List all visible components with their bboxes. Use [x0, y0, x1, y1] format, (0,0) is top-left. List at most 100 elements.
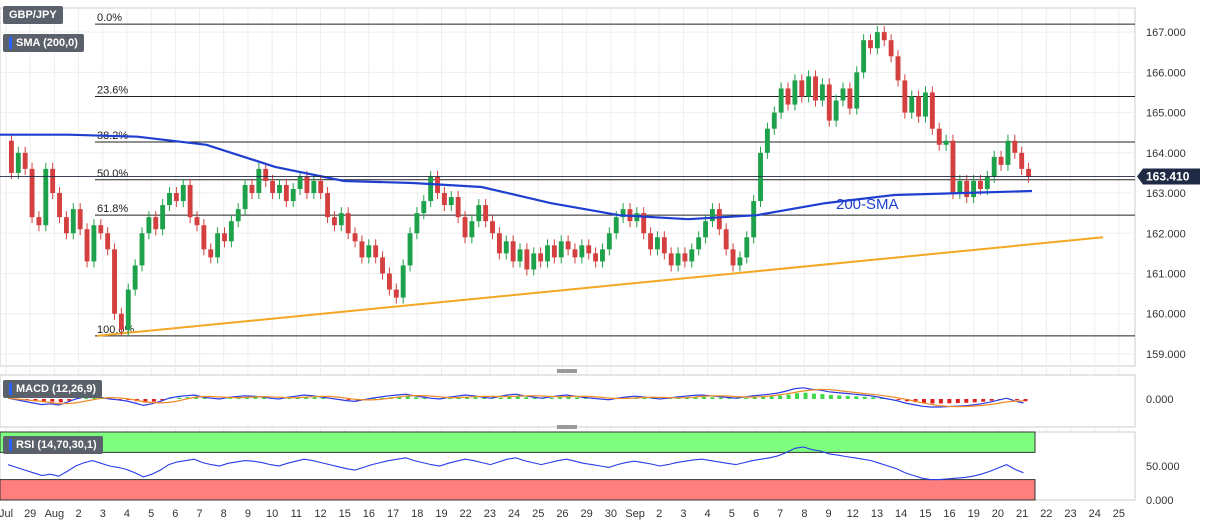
macd-histogram-bar: [778, 395, 783, 399]
macd-histogram-bar: [244, 397, 249, 399]
candle-body: [868, 40, 873, 49]
candle-body: [283, 184, 289, 202]
macd-histogram-bar: [938, 399, 943, 404]
macd-histogram-bar: [126, 399, 131, 401]
rsi-swatch: [9, 439, 12, 452]
macd-histogram-bar: [228, 398, 233, 399]
candle-body: [194, 217, 200, 226]
macd-histogram-bar: [727, 398, 732, 399]
candle-body: [579, 245, 585, 258]
candle-body: [496, 233, 502, 254]
time-tick-label: 6: [753, 508, 759, 520]
time-tick-label: 21: [1016, 508, 1028, 520]
candle-body: [153, 217, 159, 230]
macd-histogram-bar: [811, 393, 816, 399]
candle-body: [764, 128, 770, 153]
price-tick-label: 164.000: [1146, 148, 1186, 160]
last-price-tag: [1137, 168, 1200, 185]
candle-body: [187, 184, 193, 218]
time-tick-label: Sep: [625, 508, 645, 520]
candle-body: [1026, 168, 1031, 177]
time-tick-label: 17: [387, 508, 399, 520]
candle-body: [854, 72, 860, 109]
time-tick-label: 25: [532, 508, 544, 520]
candle-body: [606, 233, 612, 250]
candle-body: [709, 209, 715, 222]
candle-body: [874, 32, 880, 49]
time-tick-label: 4: [705, 508, 711, 520]
candle-body: [881, 32, 887, 41]
time-tick-label: 11: [291, 508, 302, 520]
candle-body: [545, 245, 550, 262]
candle-body: [675, 253, 681, 266]
candle-body: [1005, 140, 1011, 165]
time-tick-label: 2: [656, 508, 662, 520]
macd-histogram-bar: [862, 396, 867, 399]
candle-body: [1012, 140, 1018, 153]
sma-tag: SMA (200,0): [3, 34, 84, 52]
candle-body: [421, 201, 427, 214]
candle-body: [173, 193, 179, 202]
time-tick-label: 26: [556, 508, 568, 520]
candle-body: [311, 180, 317, 194]
macd-histogram-bar: [676, 397, 681, 399]
price-tick-label: 167.000: [1146, 27, 1186, 39]
candle-body: [696, 237, 702, 250]
candle-body: [15, 152, 21, 173]
time-tick-label: 14: [895, 508, 907, 520]
candle-body: [91, 225, 97, 262]
candle-body: [98, 225, 104, 234]
candle-body: [538, 253, 544, 262]
candle-body: [476, 205, 482, 222]
candle-body: [861, 40, 867, 73]
time-tick-label: 10: [266, 508, 278, 520]
macd-histogram-bar: [795, 393, 800, 399]
rsi-tag: RSI (14,70,30,1): [3, 436, 103, 454]
time-tick-label: 20: [992, 508, 1004, 520]
candle-body: [242, 184, 248, 210]
candle-body: [936, 128, 942, 145]
candle-body: [441, 193, 447, 206]
time-tick-label: 6: [172, 508, 178, 520]
candle-body: [895, 56, 901, 81]
candle-body: [400, 265, 406, 298]
time-tick-label: 7: [777, 508, 783, 520]
candle-body: [682, 253, 688, 262]
pane-resize-handle: [557, 425, 577, 429]
candle-body: [146, 217, 152, 234]
macd-histogram-bar: [685, 397, 690, 399]
candle-body: [971, 180, 977, 198]
candle-body: [668, 253, 674, 266]
support-trendline: [96, 236, 1104, 337]
candle-body: [778, 88, 784, 113]
price-tick-label: 161.000: [1146, 268, 1186, 280]
macd-histogram-bar: [380, 397, 385, 399]
last-price-value: 163.410: [1146, 170, 1190, 184]
candle-body: [503, 241, 509, 254]
macd-histogram-bar: [583, 398, 588, 399]
fib-label: 61.8%: [97, 203, 128, 215]
macd-histogram-bar: [185, 397, 190, 399]
macd-histogram-bar: [321, 397, 326, 399]
time-tick-label: 2: [76, 508, 82, 520]
time-tick-label: 5: [729, 508, 735, 520]
macd-histogram-bar: [236, 397, 241, 399]
macd-histogram-bar: [253, 397, 258, 399]
macd-histogram-bar: [879, 398, 884, 399]
macd-histogram-bar: [473, 397, 478, 399]
candle-body: [978, 180, 983, 190]
macd-histogram-bar: [642, 397, 647, 399]
macd-histogram-bar: [84, 397, 89, 399]
macd-histogram-bar: [1023, 399, 1028, 402]
macd-histogram-bar: [786, 394, 791, 399]
candle-body: [806, 76, 812, 97]
macd-histogram-bar: [58, 399, 63, 403]
candle-body: [304, 176, 310, 194]
time-tick-label: 19: [435, 508, 447, 520]
time-tick-label: 24: [508, 508, 520, 520]
candle-body: [290, 189, 296, 202]
candle-body: [428, 176, 434, 202]
candle-body: [613, 217, 619, 234]
time-tick-label: 16: [363, 508, 375, 520]
time-tick-label: 16: [943, 508, 955, 520]
